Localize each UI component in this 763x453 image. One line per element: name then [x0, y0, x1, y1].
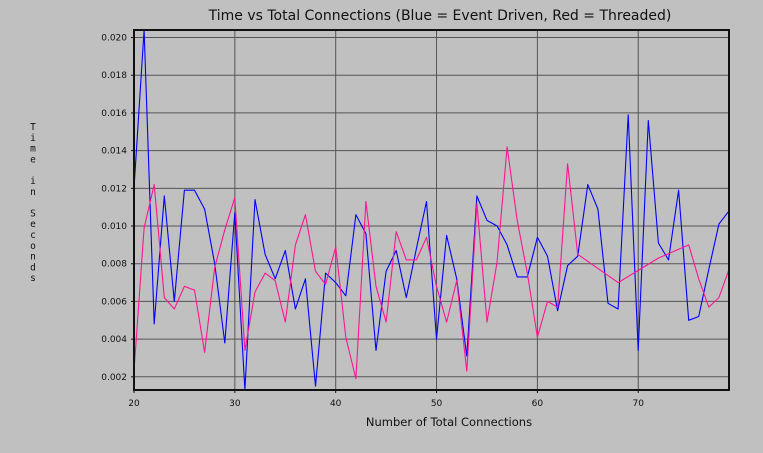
x-tick-label: 60 [532, 399, 544, 409]
y-tick-label: 0.002 [101, 373, 127, 383]
y-tick-label: 0.010 [101, 222, 127, 232]
x-tick-label: 40 [330, 399, 342, 409]
y-tick-label: 0.004 [101, 335, 127, 345]
y-axis-label-char: e [30, 154, 36, 165]
y-axis-label-char: c [30, 230, 36, 241]
y-axis-label-char: i [30, 176, 36, 187]
y-axis-label-char: n [30, 187, 36, 198]
y-tick-label: 0.014 [101, 147, 127, 157]
y-axis-ticks: 0.002 0.004 0.006 0.008 0.010 0.012 0.014 0.016… [101, 34, 134, 383]
grid [133, 30, 729, 390]
x-axis-label: Number of Total Connections [366, 415, 532, 429]
plot-series [133, 29, 730, 391]
x-tick-label: 30 [229, 399, 241, 409]
y-axis-label-char: d [30, 262, 36, 273]
y-axis-label-char: S [30, 208, 36, 219]
y-axis-label-char: o [30, 241, 36, 252]
x-tick-label: 20 [128, 399, 140, 409]
plot-frame [133, 29, 730, 391]
y-tick-label: 0.006 [101, 297, 127, 307]
y-tick-label: 0.016 [101, 109, 127, 119]
series-line-2 [133, 146, 730, 380]
x-axis-ticks: 20 30 40 50 60 70 [128, 390, 644, 409]
y-tick-label: 0.020 [101, 34, 127, 44]
y-axis-label-char: T [30, 122, 36, 133]
y-tick-label: 0.012 [101, 184, 127, 194]
y-axis-label-char: n [30, 252, 36, 263]
y-tick-label: 0.008 [101, 260, 127, 270]
y-axis-label-char: m [30, 144, 36, 155]
series-line-1 [133, 29, 730, 391]
x-tick-label: 70 [633, 399, 645, 409]
y-axis-label-char: s [30, 273, 36, 284]
y-axis-label-char: e [30, 219, 36, 230]
x-tick-label: 50 [431, 399, 443, 409]
chart-title: Time vs Total Connections (Blue = Event … [208, 8, 672, 24]
y-tick-label: 0.018 [101, 71, 127, 81]
y-axis-label-char: i [30, 133, 36, 144]
